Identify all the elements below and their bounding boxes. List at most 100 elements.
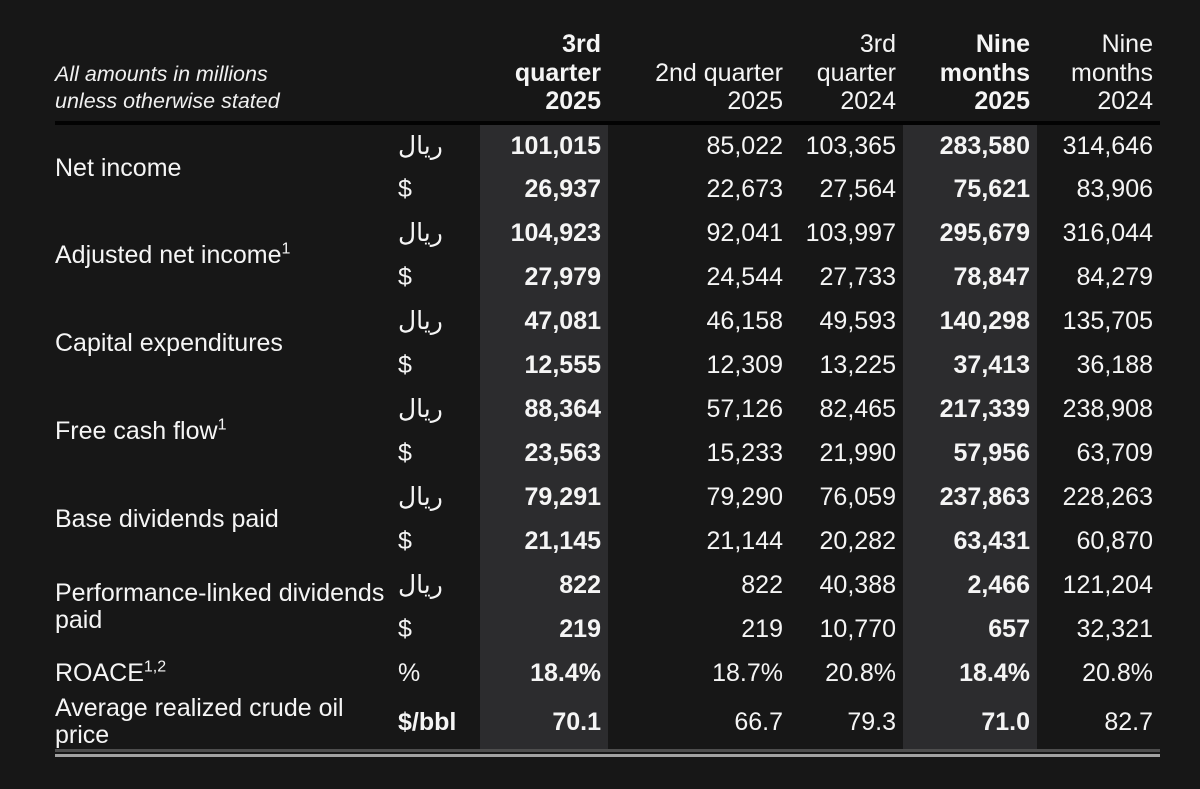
unit-riyal: ريال: [398, 395, 443, 423]
row-base-dividends-usd: $ 21,145 21,144 20,282 63,431 60,870: [55, 519, 1160, 563]
value-cell: 60,870: [1076, 526, 1153, 555]
value-cell: 135,705: [1062, 306, 1153, 335]
value-cell: 23,563: [480, 431, 608, 475]
value-cell: 283,580: [903, 123, 1037, 167]
value-cell: 66.7: [734, 707, 783, 736]
value-cell: 24,544: [706, 262, 783, 291]
value-cell: 63,709: [1076, 438, 1153, 467]
row-capital-expenditures-usd: $ 12,555 12,309 13,225 37,413 36,188: [55, 343, 1160, 387]
value-cell: 104,923: [480, 211, 608, 255]
col-header-3rd-quarter-2025: 3rd quarter 2025: [480, 0, 608, 125]
value-cell: 36,188: [1076, 350, 1153, 379]
value-cell: 219: [741, 614, 783, 643]
row-label-performance-linked-dividends: Performance-linked dividends paid: [55, 579, 385, 634]
row-net-income-sar: Net income ريال 101,015 85,022 103,365 2…: [55, 123, 1160, 181]
unit-percent: %: [398, 658, 421, 687]
value-cell: 101,015: [480, 123, 608, 167]
value-cell: 79,291: [480, 475, 608, 519]
value-cell: 70.1: [480, 695, 608, 749]
row-net-income-usd: $ 26,937 22,673 27,564 75,621 83,906: [55, 167, 1160, 211]
value-cell: 20.8%: [1082, 658, 1153, 687]
value-cell: 103,997: [805, 218, 896, 247]
value-cell: 21,144: [706, 526, 783, 555]
value-cell: 46,158: [706, 306, 783, 335]
row-base-dividends-sar: Base dividends paid ريال 79,291 79,290 7…: [55, 475, 1160, 532]
row-label-base-dividends: Base dividends paid: [55, 504, 279, 533]
value-cell: 217,339: [903, 387, 1037, 431]
table-bottom-double-rule: [55, 749, 1160, 757]
value-cell: 88,364: [480, 387, 608, 431]
unit-dollar: $: [398, 174, 412, 203]
value-cell: 18.4%: [480, 651, 608, 695]
row-free-cash-flow-sar: Free cash flow1 ريال 88,364 57,126 82,46…: [55, 387, 1160, 444]
value-cell: 314,646: [1062, 131, 1153, 160]
col-header-3rd-quarter-2024: 3rd quarter 2024: [790, 0, 903, 125]
value-cell: 121,204: [1062, 570, 1153, 599]
value-cell: 219: [480, 607, 608, 651]
results-table-container: All amounts in millions unless otherwise…: [55, 0, 1160, 757]
value-cell: 82.7: [1104, 707, 1153, 736]
value-cell: 49,593: [819, 306, 896, 335]
row-label-roace: ROACE1,2: [55, 658, 167, 687]
col-header-nine-months-2024: Nine months 2024: [1037, 0, 1160, 125]
value-cell: 47,081: [480, 299, 608, 343]
value-cell: 822: [480, 563, 608, 607]
value-cell: 71.0: [903, 695, 1037, 749]
bottom-rule-light-line: [55, 754, 1160, 757]
row-capital-expenditures-sar: Capital expenditures ريال 47,081 46,158 …: [55, 299, 1160, 356]
unit-riyal: ريال: [398, 307, 443, 335]
value-cell: 76,059: [819, 482, 896, 511]
value-cell: 83,906: [1076, 174, 1153, 203]
value-cell: 18.4%: [903, 651, 1037, 695]
col-header-2nd-quarter-2025: 2nd quarter 2025: [608, 0, 790, 125]
value-cell: 21,145: [480, 519, 608, 563]
value-cell: 27,733: [819, 262, 896, 291]
value-cell: 295,679: [903, 211, 1037, 255]
footnote-marker: 1,2: [143, 658, 167, 676]
value-cell: 85,022: [706, 131, 783, 160]
results-table: All amounts in millions unless otherwise…: [55, 0, 1160, 749]
value-cell: 79.3: [847, 707, 896, 736]
value-cell: 75,621: [903, 167, 1037, 211]
row-performance-linked-dividends-usd: $ 219 219 10,770 657 32,321: [55, 607, 1160, 651]
value-cell: 18.7%: [712, 658, 783, 687]
value-cell: 37,413: [903, 343, 1037, 387]
row-performance-linked-dividends-sar: Performance-linked dividends paid ريال 8…: [55, 563, 1160, 634]
value-cell: 78,847: [903, 255, 1037, 299]
unit-dollar: $: [398, 262, 412, 291]
unit-dollar: $: [398, 614, 412, 643]
value-cell: 13,225: [819, 350, 896, 379]
unit-dollar-per-barrel: $/bbl: [398, 707, 457, 736]
unit-riyal: ريال: [398, 483, 443, 511]
value-cell: 657: [903, 607, 1037, 651]
header-row: All amounts in millions unless otherwise…: [55, 0, 1160, 125]
col-header-nine-months-2025: Nine months 2025: [903, 0, 1037, 125]
value-cell: 12,309: [706, 350, 783, 379]
value-cell: 92,041: [706, 218, 783, 247]
value-cell: 2,466: [903, 563, 1037, 607]
row-label-adjusted-net-income: Adjusted net income1: [55, 240, 291, 269]
value-cell: 237,863: [903, 475, 1037, 519]
value-cell: 79,290: [706, 482, 783, 511]
value-cell: 20.8%: [825, 658, 896, 687]
bottom-rule-dark-line: [55, 749, 1160, 752]
row-label-average-realized-crude-oil-price: Average realized crude oil price: [55, 694, 344, 749]
row-label-free-cash-flow: Free cash flow1: [55, 416, 227, 445]
unit-riyal: ريال: [398, 219, 443, 247]
value-cell: 20,282: [819, 526, 896, 555]
value-cell: 40,388: [819, 570, 896, 599]
row-roace: ROACE1,2 % 18.4% 18.7% 20.8% 18.4% 20.8%: [55, 651, 1160, 695]
value-cell: 84,279: [1076, 262, 1153, 291]
value-cell: 22,673: [706, 174, 783, 203]
bottom-rule-gap: [55, 752, 1160, 754]
row-free-cash-flow-usd: $ 23,563 15,233 21,990 57,956 63,709: [55, 431, 1160, 475]
unit-dollar: $: [398, 526, 412, 555]
value-cell: 26,937: [480, 167, 608, 211]
row-adjusted-net-income-usd: $ 27,979 24,544 27,733 78,847 84,279: [55, 255, 1160, 299]
units-note-cell: All amounts in millions unless otherwise…: [55, 0, 480, 125]
footnote-marker: 1: [217, 416, 227, 434]
unit-dollar: $: [398, 438, 412, 467]
units-note: All amounts in millions unless otherwise…: [55, 62, 280, 114]
value-cell: 228,263: [1062, 482, 1153, 511]
